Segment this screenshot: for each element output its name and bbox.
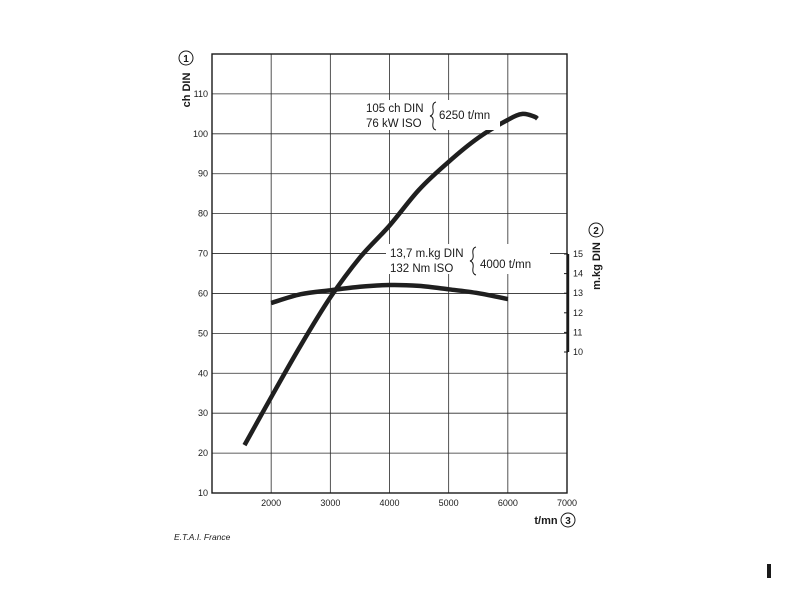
x-axis-badge: 3: [560, 512, 576, 528]
credit-text: E.T.A.I. France: [174, 532, 231, 542]
left-axis-title: ch DIN: [181, 73, 193, 108]
torque-annotation: 13,7 m.kg DIN 132 Nm ISO 4000 t/mn: [386, 244, 550, 276]
right-tick-label: 12: [573, 308, 583, 318]
left-tick-label: 100: [193, 129, 208, 139]
left-tick-label: 20: [198, 448, 208, 458]
right-axis-badge: 2: [588, 222, 604, 238]
edge-mark: [767, 564, 771, 578]
left-tick-label: 10: [198, 488, 208, 498]
torque-annotation-line1: 13,7 m.kg DIN: [390, 248, 464, 260]
left-axis-badge: 1: [178, 50, 194, 66]
torque-annotation-rpm: 4000 t/mn: [480, 259, 531, 271]
power-annotation-brace: [429, 101, 437, 131]
right-axis-title: m.kg DIN: [591, 242, 603, 290]
power-curve: [242, 111, 540, 447]
left-axis-number: 1: [183, 54, 189, 65]
x-tick-label: 4000: [379, 498, 399, 508]
left-tick-label: 40: [198, 368, 208, 378]
left-tick-label: 70: [198, 249, 208, 259]
right-tick-label: 14: [573, 269, 583, 279]
left-tick-label: 30: [198, 408, 208, 418]
torque-curve: [270, 282, 509, 306]
right-tick-label: 15: [573, 249, 583, 259]
power-annotation-rpm: 6250 t/mn: [439, 110, 490, 122]
right-axis: 10 11 12 13 14 15: [564, 249, 583, 357]
x-axis-ticks: 2000 3000 4000 5000 6000 7000: [261, 498, 577, 508]
left-tick-label: 80: [198, 209, 208, 219]
x-tick-label: 7000: [557, 498, 577, 508]
left-axis-ticks: 10 20 30 40 50 60 70 80 90 100 110: [193, 89, 208, 498]
right-tick-label: 10: [573, 347, 583, 357]
torque-annotation-line2: 132 Nm ISO: [390, 263, 453, 275]
x-axis-title: t/mn: [534, 515, 558, 527]
right-tick-label: 13: [573, 288, 583, 298]
x-tick-label: 3000: [320, 498, 340, 508]
right-tick-label: 11: [573, 327, 582, 337]
power-annotation-line1: 105 ch DIN: [366, 103, 424, 115]
x-axis-number: 3: [565, 516, 571, 527]
power-annotation: 105 ch DIN 76 kW ISO 6250 t/mn: [362, 100, 500, 131]
power-annotation-line2: 76 kW ISO: [366, 118, 422, 130]
left-tick-label: 110: [194, 89, 208, 99]
series-layer: [242, 111, 540, 447]
left-tick-label: 60: [198, 288, 208, 298]
x-tick-label: 5000: [439, 498, 459, 508]
torque-annotation-brace: [469, 246, 477, 276]
x-tick-label: 2000: [261, 498, 281, 508]
left-tick-label: 50: [198, 328, 208, 338]
x-tick-label: 6000: [498, 498, 518, 508]
right-axis-number: 2: [593, 226, 599, 237]
left-tick-label: 90: [198, 169, 208, 179]
